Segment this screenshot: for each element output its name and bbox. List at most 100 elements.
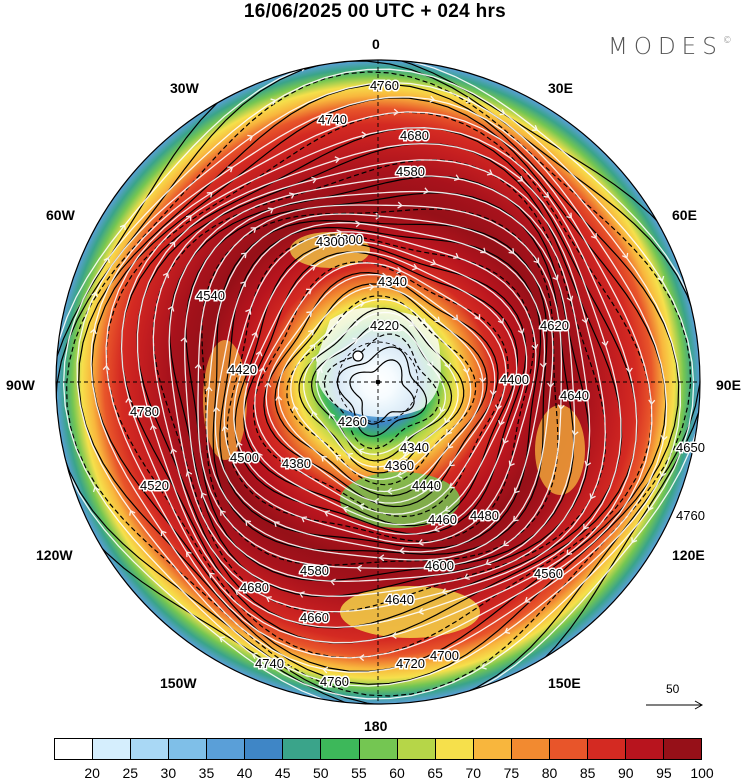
lon-label-60w: 60W	[46, 207, 75, 223]
wind-streamline	[223, 231, 537, 544]
streamline-arrowhead	[429, 95, 436, 103]
streamline-arrowhead	[474, 314, 481, 321]
streamline-arrowhead	[275, 395, 283, 401]
height-contour	[323, 333, 440, 450]
streamline-arrowhead	[502, 540, 509, 547]
lon-label-180: 180	[364, 718, 388, 734]
streamline-arrowhead	[531, 343, 539, 350]
streamline-arrowhead	[185, 551, 192, 558]
streamline-arrowhead	[91, 291, 98, 298]
streamline-arrowhead	[368, 283, 375, 291]
lon-label-60e: 60E	[672, 207, 697, 223]
contour-label: 4580	[300, 563, 329, 578]
wind-streamline	[277, 286, 484, 493]
brand-name: MODES	[608, 34, 723, 60]
height-contour	[336, 346, 428, 437]
streamline-arrowhead	[358, 448, 365, 455]
streamline-arrowhead	[583, 523, 589, 530]
wind-streamline	[290, 298, 472, 480]
colorbar-tick-label: 85	[579, 765, 596, 781]
streamline-arrowhead	[306, 288, 312, 295]
streamline-arrowhead	[167, 305, 175, 312]
streamline-arrowhead	[497, 318, 505, 325]
contour-label: 4640	[385, 592, 414, 607]
wind-patch	[203, 340, 247, 460]
streamline-arrowhead	[489, 390, 497, 396]
colorbar-tick-label: 60	[389, 765, 405, 781]
streamline-arrowhead	[255, 350, 263, 357]
streamline-arrowhead	[265, 596, 272, 603]
streamline-arrowhead	[494, 404, 502, 411]
contour-label: 4660	[300, 610, 329, 625]
streamline-arrowhead	[169, 241, 176, 248]
height-contour	[286, 295, 477, 486]
contour-label: 4260	[338, 414, 367, 429]
wind-streamline	[76, 81, 682, 687]
contour-label: 4650	[676, 440, 705, 455]
streamline-arrowhead	[220, 509, 226, 516]
streamline-arrowhead	[439, 406, 446, 413]
height-contour	[234, 242, 527, 535]
contour-label: 4700	[430, 648, 459, 663]
contour-label: 4780	[130, 404, 159, 419]
streamline-arrowhead	[288, 192, 295, 199]
streamline-arrowhead	[352, 337, 359, 345]
contour-label: 4600	[425, 558, 454, 573]
lon-label-0: 0	[372, 36, 380, 52]
streamline-arrowhead	[412, 263, 419, 271]
streamline-arrowhead	[355, 220, 361, 228]
contour-label: 4720	[396, 656, 425, 671]
streamline-arrowhead	[273, 521, 280, 527]
map-border	[55, 59, 701, 705]
colorbar-tick-label: 25	[122, 765, 139, 781]
colorbar-swatch	[131, 739, 170, 759]
streamline-arrowhead	[447, 442, 454, 449]
colorbar-swatch	[587, 739, 626, 759]
streamline-arrowhead	[306, 311, 313, 318]
pole-marker	[352, 350, 364, 362]
colorbar-swatch	[169, 739, 208, 759]
contour-label: 4300	[316, 234, 345, 249]
streamline-arrowhead	[311, 176, 318, 184]
streamline-arrowhead	[450, 695, 457, 703]
streamline-arrowhead	[149, 424, 157, 431]
map-title: 16/06/2025 00 UTC + 024 hrs	[243, 1, 507, 22]
colorbar-swatch	[549, 739, 588, 759]
streamline-arrowhead	[213, 406, 221, 413]
streamline-arrowhead	[185, 470, 193, 477]
wind-streamline	[105, 111, 653, 659]
wind-streamline	[316, 325, 446, 455]
streamline-arrowhead	[465, 96, 472, 104]
streamline-arrowhead	[589, 493, 596, 500]
streamline-arrowhead	[444, 505, 451, 512]
streamline-arrowhead	[463, 367, 470, 374]
streamline-arrowhead	[403, 435, 410, 443]
wind-streamline	[56, 60, 700, 704]
colorbar-swatch	[359, 739, 398, 759]
streamline-arrowhead	[566, 549, 573, 556]
contour-label: 4680	[400, 128, 429, 143]
contour-label: 4680	[240, 580, 269, 595]
brand-logo: MODES©	[608, 34, 732, 60]
contour-label: 4760	[676, 508, 705, 523]
wind-streamline	[152, 159, 606, 613]
streamline-arrowhead	[251, 652, 258, 660]
streamline-arrowhead	[240, 281, 246, 288]
streamline-arrowhead	[660, 435, 668, 441]
streamline-arrowhead	[423, 187, 430, 195]
streamline-arrowhead	[310, 264, 317, 271]
streamline-arrowhead	[396, 471, 403, 479]
streamline-arrowhead	[170, 447, 177, 454]
streamline-arrowhead	[397, 201, 403, 209]
contour-label: 4340	[378, 274, 407, 289]
streamline-arrowhead	[298, 591, 305, 598]
wind-patch	[340, 586, 480, 638]
streamline-arrowhead	[584, 460, 592, 467]
streamline-arrowhead	[329, 578, 336, 586]
wind-streamline	[184, 190, 576, 582]
streamline-arrowhead	[162, 272, 170, 279]
height-contour	[185, 192, 575, 582]
streamline-arrowhead	[524, 596, 531, 603]
streamline-arrowhead	[648, 399, 656, 406]
streamline-arrowhead	[401, 453, 408, 460]
